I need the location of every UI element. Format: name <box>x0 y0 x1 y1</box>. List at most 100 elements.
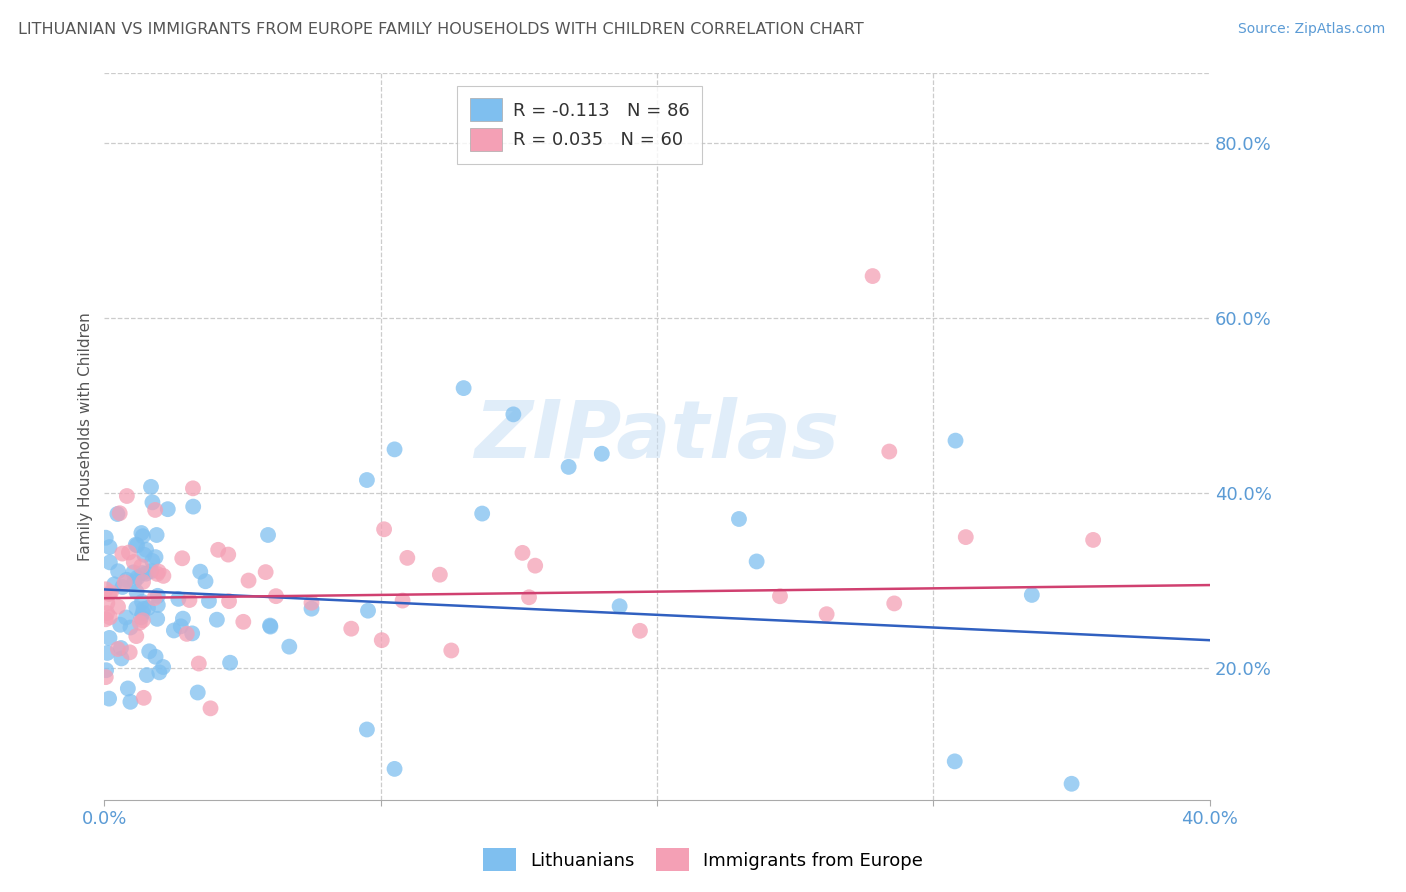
Point <box>122 555 145 569</box>
Point <box>200 701 222 715</box>
Point <box>96 606 118 620</box>
Point <box>117 681 139 696</box>
Point <box>453 381 475 395</box>
Point <box>107 564 129 578</box>
Point <box>143 503 166 517</box>
Point <box>146 589 169 603</box>
Point <box>205 613 228 627</box>
Point <box>107 642 129 657</box>
Point <box>1060 777 1083 791</box>
Point <box>167 591 190 606</box>
Point <box>181 626 204 640</box>
Text: LITHUANIAN VS IMMIGRANTS FROM EUROPE FAMILY HOUSEHOLDS WITH CHILDREN CORRELATION: LITHUANIAN VS IMMIGRANTS FROM EUROPE FAM… <box>18 22 865 37</box>
Point <box>429 567 451 582</box>
Point <box>143 591 166 606</box>
Point <box>145 550 167 565</box>
Point <box>132 529 155 543</box>
Point <box>98 555 121 569</box>
Point <box>98 587 121 601</box>
Point <box>517 591 540 605</box>
Point <box>98 631 121 645</box>
Point <box>728 512 751 526</box>
Point <box>628 624 651 638</box>
Point <box>132 690 155 705</box>
Point <box>125 585 148 599</box>
Point <box>132 574 155 589</box>
Point <box>125 629 148 643</box>
Point <box>384 762 406 776</box>
Point <box>188 565 211 579</box>
Point <box>176 627 198 641</box>
Point <box>122 566 145 580</box>
Point <box>384 442 406 457</box>
Point <box>96 646 118 660</box>
Point <box>181 500 204 514</box>
Point <box>134 548 156 562</box>
Point <box>98 540 121 554</box>
Point <box>152 569 174 583</box>
Point <box>340 622 363 636</box>
Point <box>120 620 142 634</box>
Point <box>877 444 900 458</box>
Point <box>745 554 768 568</box>
Text: ZIPatlas: ZIPatlas <box>475 397 839 475</box>
Point <box>135 542 157 557</box>
Point <box>217 548 239 562</box>
Point <box>105 507 128 521</box>
Point <box>955 530 977 544</box>
Point <box>187 685 209 699</box>
Point <box>114 575 136 590</box>
Legend: R = -0.113   N = 86, R = 0.035   N = 60: R = -0.113 N = 86, R = 0.035 N = 60 <box>457 86 703 163</box>
Point <box>131 526 153 541</box>
Point <box>502 408 524 422</box>
Point <box>152 660 174 674</box>
Point <box>108 506 131 520</box>
Point <box>257 528 280 542</box>
Point <box>136 601 159 615</box>
Point <box>815 607 838 622</box>
Point <box>138 644 160 658</box>
Point <box>131 566 153 580</box>
Point <box>609 599 631 614</box>
Point <box>396 550 419 565</box>
Point <box>94 582 117 597</box>
Point <box>254 565 277 579</box>
Point <box>391 593 413 607</box>
Point <box>111 580 134 594</box>
Point <box>110 617 132 632</box>
Point <box>145 649 167 664</box>
Point <box>148 665 170 680</box>
Point <box>124 574 146 589</box>
Point <box>94 531 117 545</box>
Point <box>146 612 169 626</box>
Point <box>232 615 254 629</box>
Point <box>125 538 148 552</box>
Point <box>357 604 380 618</box>
Point <box>115 610 138 624</box>
Point <box>170 619 193 633</box>
Point <box>172 612 194 626</box>
Point <box>264 589 287 603</box>
Point <box>127 570 149 584</box>
Point <box>194 574 217 589</box>
Point <box>187 657 209 671</box>
Point <box>146 598 169 612</box>
Point <box>128 615 150 630</box>
Point <box>98 691 121 706</box>
Point <box>945 434 967 448</box>
Point <box>141 564 163 578</box>
Point <box>591 447 613 461</box>
Point <box>238 574 260 588</box>
Point <box>356 723 378 737</box>
Point <box>179 593 201 607</box>
Point <box>471 507 494 521</box>
Point <box>115 489 138 503</box>
Point <box>100 585 122 599</box>
Point <box>98 610 121 624</box>
Point <box>120 695 142 709</box>
Point <box>207 542 229 557</box>
Point <box>440 643 463 657</box>
Point <box>110 651 132 665</box>
Text: Source: ZipAtlas.com: Source: ZipAtlas.com <box>1237 22 1385 37</box>
Point <box>278 640 301 654</box>
